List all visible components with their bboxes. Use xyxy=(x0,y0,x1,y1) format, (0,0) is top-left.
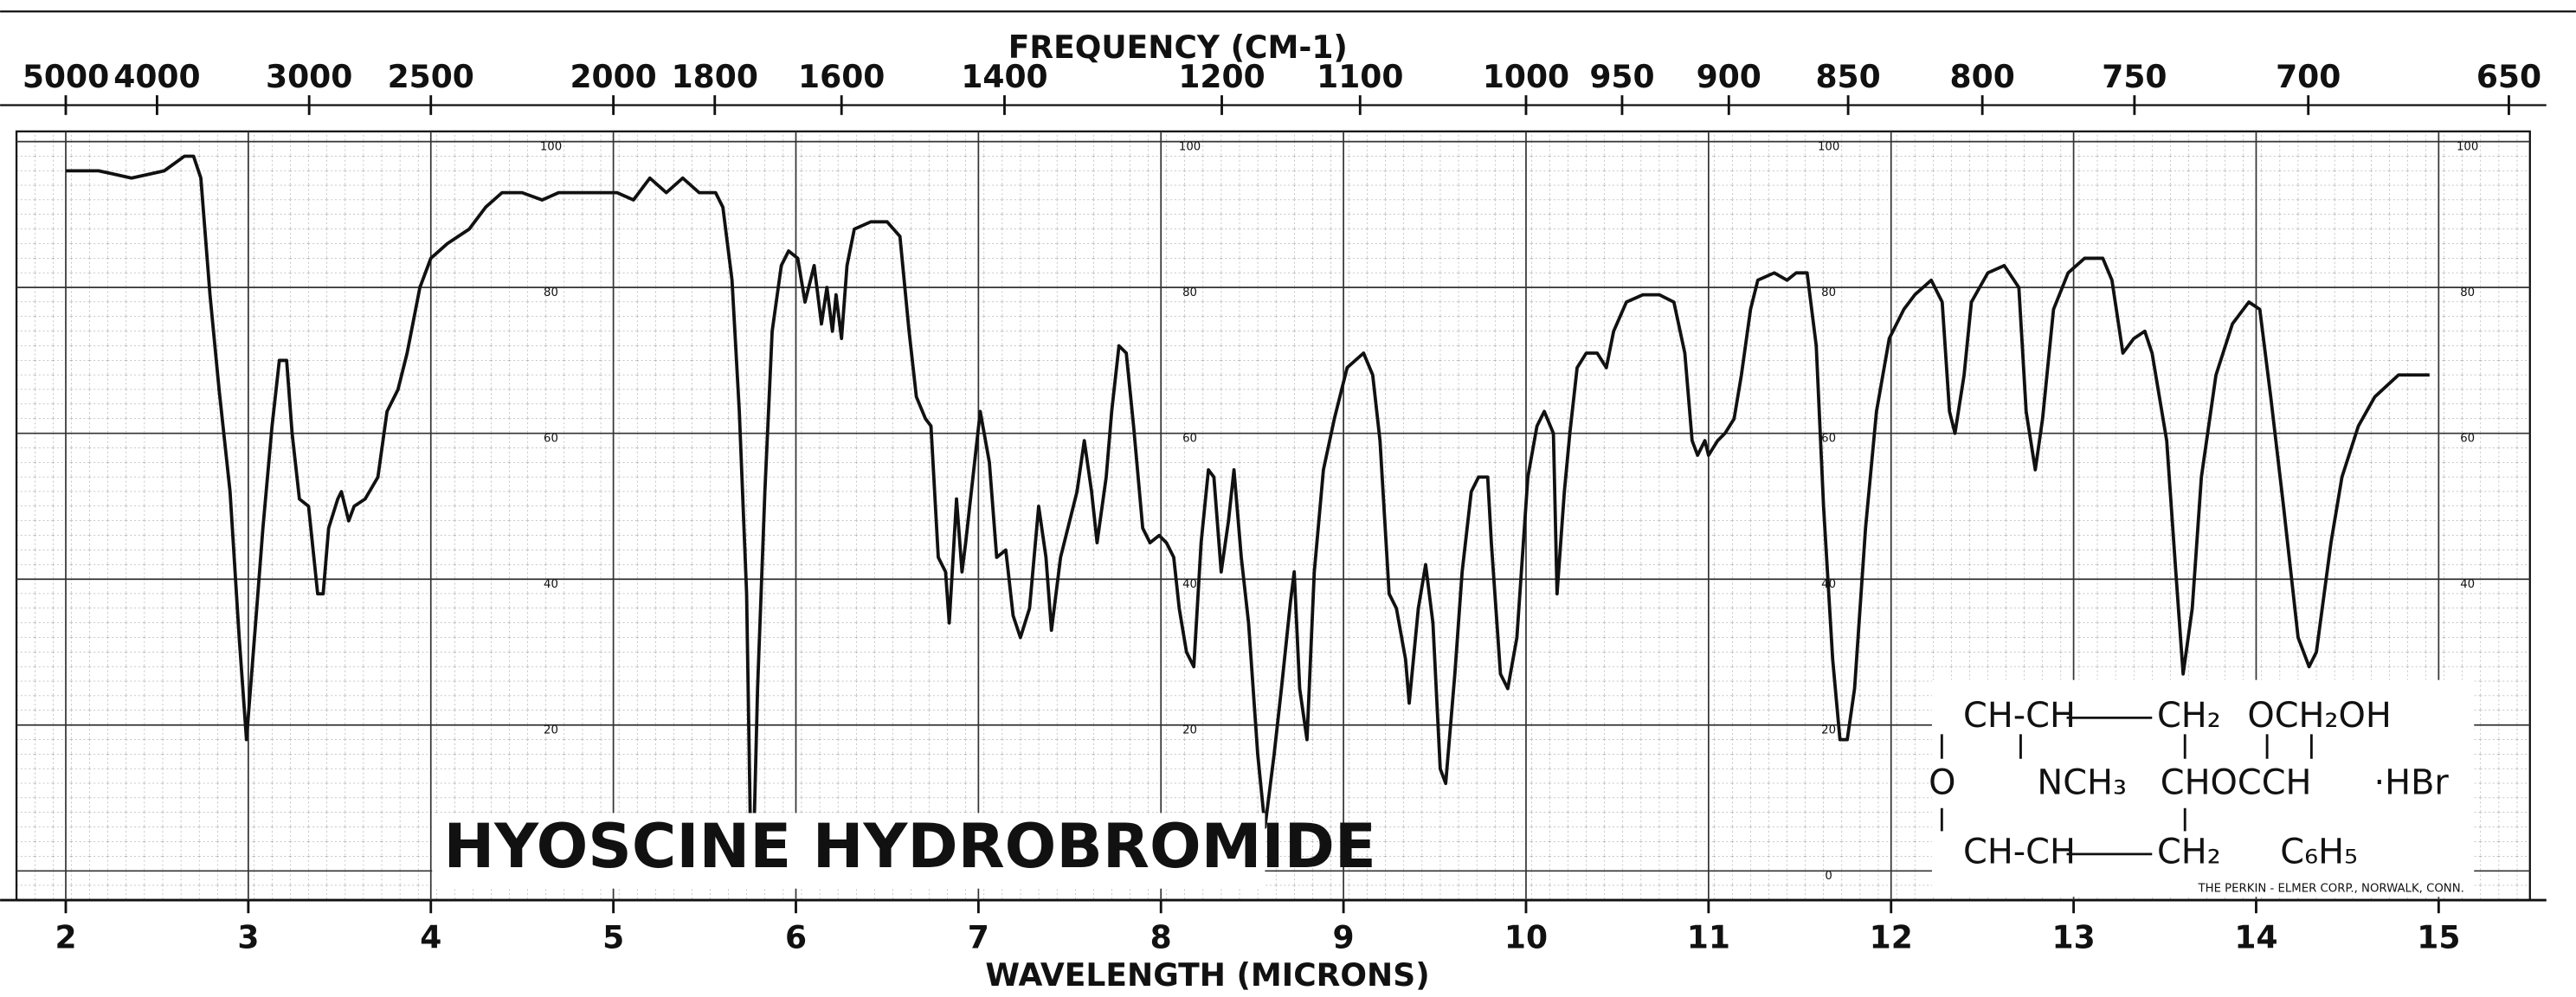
top-tick-label: 850 xyxy=(1815,59,1880,95)
structure: CH-CH CH₂ OCH₂OH O NCH₃ CHOCCH ·HBr CH-C… xyxy=(1929,679,2475,897)
y-tick-label: 20 xyxy=(1182,724,1197,736)
x-tick-label: 8 xyxy=(1150,920,1172,956)
plot xyxy=(65,154,2430,837)
credit: THE PERKIN - ELMER CORP., NORWALK, CONN. xyxy=(2197,883,2463,896)
structure-text: CH-CH xyxy=(1963,696,2076,736)
top-tick-label: 5000 xyxy=(23,59,109,95)
top-tick-label: 4000 xyxy=(113,59,200,95)
x-tick-label: 14 xyxy=(2234,920,2277,956)
y-tick-label: 100 xyxy=(2457,140,2478,153)
structure-text: OCH₂OH xyxy=(2247,696,2391,736)
y-tick-label: 80 xyxy=(1182,286,1197,299)
y-tick-label: 60 xyxy=(1182,432,1197,445)
x-tick-label: 7 xyxy=(968,920,989,956)
structure-text: CH₂ xyxy=(2157,696,2221,736)
x-tick-label: 12 xyxy=(1870,920,1913,956)
top-tick-label: 1200 xyxy=(1178,59,1265,95)
top-tick-label: 1100 xyxy=(1317,59,1403,95)
y-tick-label: 20 xyxy=(1821,724,1836,736)
y-tick-label: 80 xyxy=(2460,286,2475,299)
top-tick-label: 900 xyxy=(1697,59,1761,95)
label-box xyxy=(432,813,1265,889)
structure-text: ·HBr xyxy=(2373,763,2449,803)
top-tick-label: 800 xyxy=(1950,59,2015,95)
structure-text: CH-CH xyxy=(1963,832,2076,872)
top-tick-label: 950 xyxy=(1589,59,1654,95)
structure-text: CHOCCH xyxy=(2161,763,2312,803)
y-tick-label: 60 xyxy=(2460,432,2475,445)
y-tick-label: 80 xyxy=(544,286,558,299)
x-tick-label: 2 xyxy=(55,920,76,956)
structure-text: CH₂ xyxy=(2157,832,2221,872)
x-tick-label: 5 xyxy=(602,920,624,956)
x-tick-label: 9 xyxy=(1333,920,1355,956)
x-tick-label: 15 xyxy=(2417,920,2460,956)
y-tick-label: 40 xyxy=(1182,578,1197,591)
y-tick-label: 0 xyxy=(1825,870,1832,883)
y-tick-label: 60 xyxy=(544,432,558,445)
compound-name: HYOSCINE HYDROBROMIDE xyxy=(444,811,1376,882)
top-tick-label: 1800 xyxy=(672,59,758,95)
top-tick-label: 650 xyxy=(2476,59,2541,95)
y-tick-label: 20 xyxy=(544,724,558,736)
top-tick-label: 750 xyxy=(2102,59,2167,95)
x-tick-label: 13 xyxy=(2052,920,2096,956)
top-tick-label: 1600 xyxy=(798,59,885,95)
x-tick-label: 10 xyxy=(1504,920,1548,956)
structure-text: NCH₃ xyxy=(2037,763,2127,803)
structure-box xyxy=(1931,679,2475,897)
x-tick-label: 4 xyxy=(420,920,441,956)
top-tick-label: 3000 xyxy=(266,59,352,95)
chart-title: FREQUENCY (CM-1) xyxy=(1008,29,1348,66)
y-tick-label: 100 xyxy=(1179,140,1201,153)
x-tick-label: 3 xyxy=(237,920,259,956)
x-tick-label: 11 xyxy=(1687,920,1730,956)
y-tick-label: 100 xyxy=(540,140,562,153)
y-tick-label: 40 xyxy=(2460,578,2475,591)
top-tick-label: 1000 xyxy=(1483,59,1569,95)
x-tick-label: 6 xyxy=(785,920,807,956)
structure-text: C₆H₅ xyxy=(2280,832,2358,872)
y-tick-label: 60 xyxy=(1821,432,1836,445)
y-tick-label: 80 xyxy=(1821,286,1836,299)
top-tick-label: 1400 xyxy=(961,59,1047,95)
top-tick-label: 2000 xyxy=(570,59,656,95)
top-tick-label: 700 xyxy=(2276,59,2341,95)
y-tick-label: 100 xyxy=(1818,140,1839,153)
structure-bonds xyxy=(1940,716,2313,856)
structure-text: O xyxy=(1929,763,1955,803)
x-axis-title: WAVELENGTH (MICRONS) xyxy=(985,957,1429,994)
top-tick-label: 2500 xyxy=(388,59,474,95)
y-tick-label: 40 xyxy=(544,578,558,591)
spectrum-line xyxy=(65,154,2430,837)
